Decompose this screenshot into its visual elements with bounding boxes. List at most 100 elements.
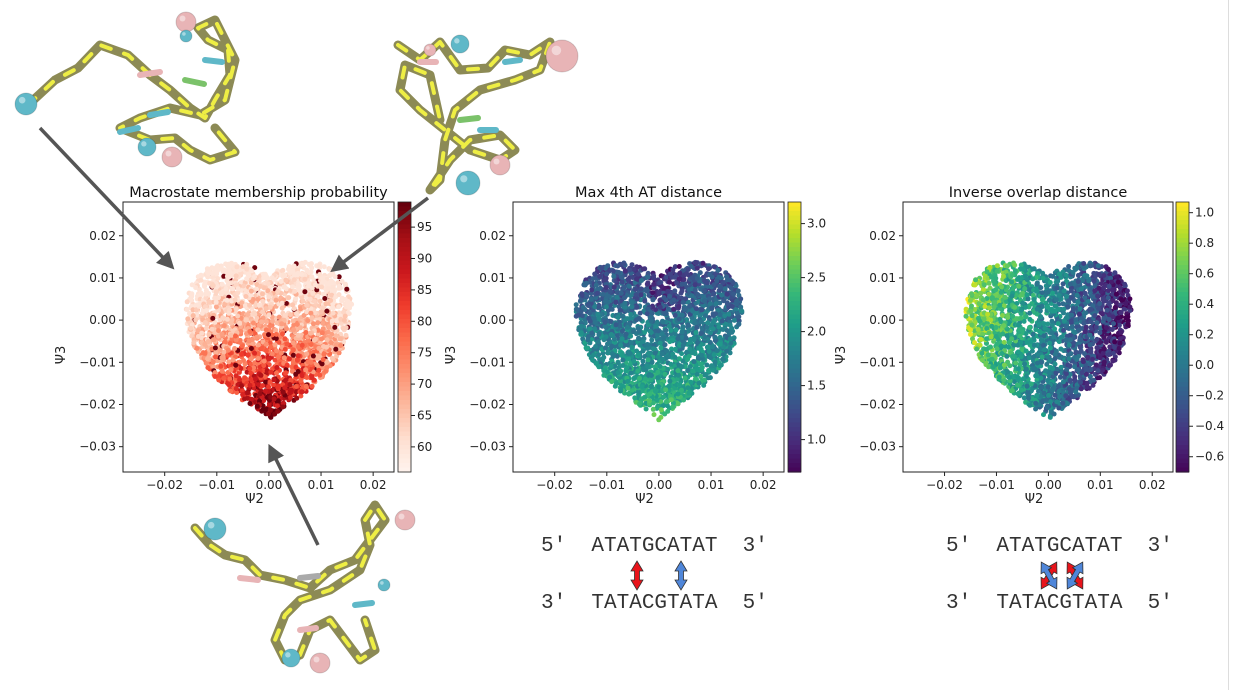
- colorbar-tick-label: 95: [417, 220, 432, 234]
- ion-sphere: [175, 11, 197, 33]
- page-edge: [1228, 0, 1229, 690]
- x-tick-label: 0.02: [360, 478, 387, 492]
- molecule-top-right: [393, 34, 579, 196]
- base-stick: [182, 77, 207, 87]
- ion-sphere: [161, 146, 183, 168]
- chart-title: Inverse overlap distance: [949, 185, 1128, 201]
- colorbar: 1.0 1.5 2.0 2.5 3.0: [787, 201, 826, 473]
- colorbar-tick-label: −0.2: [1195, 389, 1224, 403]
- y-tick-label: 0.01: [479, 271, 506, 285]
- sphere-glint: [141, 141, 147, 147]
- colorbar-tick-label: 65: [417, 408, 432, 422]
- plot-frame: [902, 201, 1174, 473]
- colorbar-tick-label: 1.5: [807, 379, 826, 393]
- x-axis-label: Ψ2: [635, 492, 654, 507]
- base-stick: [502, 57, 523, 65]
- base-stick: [147, 109, 171, 118]
- x-tick-label: 0.02: [1139, 478, 1166, 492]
- colorbar-tick-label: −0.4: [1195, 419, 1224, 433]
- pair-arrow-red: [630, 560, 644, 591]
- sphere-glint: [454, 38, 460, 44]
- y-tick-label: 0.02: [89, 229, 116, 243]
- y-tick-label: −0.02: [79, 398, 116, 412]
- x-tick-label: −0.01: [588, 478, 625, 492]
- backbone-highlight: [26, 18, 237, 162]
- ion-sphere: [489, 154, 511, 176]
- x-axis-label: Ψ2: [245, 492, 264, 507]
- x-tick-label: 0.01: [698, 478, 725, 492]
- chart-title: Max 4th AT distance: [575, 185, 722, 201]
- pointer-arrows: [38, 126, 430, 546]
- colorbar-frame: [397, 201, 412, 473]
- pointer-arrow: [268, 443, 320, 546]
- x-tick-label: 0.01: [1087, 478, 1114, 492]
- y-tick-label: 0.00: [479, 313, 506, 327]
- double-arrow-shape: [1040, 561, 1058, 590]
- pointer-arrow: [330, 196, 430, 273]
- colorbar-tick-label: 70: [417, 377, 432, 391]
- chart-1: Macrostate membership probability −0.02 −0…: [54, 185, 432, 507]
- backbone: [23, 15, 240, 165]
- x-tick-label: 0.00: [1035, 478, 1062, 492]
- y-axis-label: Ψ3: [54, 346, 69, 365]
- x-tick-label: −0.01: [978, 478, 1015, 492]
- x-tick-label: 0.00: [646, 478, 673, 492]
- base-stick: [117, 125, 141, 135]
- colorbar-tick-label: 1.0: [1195, 206, 1214, 220]
- x-tick-label: −0.02: [926, 478, 963, 492]
- x-tick-label: 0.02: [750, 478, 777, 492]
- y-tick-label: −0.03: [469, 440, 506, 454]
- colorbar-tick-label: 1.0: [807, 433, 826, 447]
- ion-sphere: [137, 137, 157, 157]
- y-tick-label: −0.01: [79, 355, 116, 369]
- plot-frame: [122, 201, 395, 473]
- base-stick: [352, 600, 375, 608]
- sphere-glint: [165, 150, 172, 157]
- ion-sphere: [450, 34, 470, 54]
- plot-frame: [512, 201, 785, 473]
- sphere-glint: [493, 158, 500, 165]
- x-tick-label: 0.01: [308, 478, 335, 492]
- dna-top-strand: 5′ ATATGCATAT 3′: [946, 535, 1173, 558]
- colorbar-tick-label: 60: [417, 440, 432, 454]
- colorbar-tick-label: 85: [417, 283, 432, 297]
- ion-sphere: [14, 92, 38, 116]
- scatter-points: [963, 260, 1134, 420]
- base-stick: [457, 115, 481, 123]
- sphere-glint: [285, 652, 291, 658]
- x-tick-label: −0.01: [198, 478, 235, 492]
- colorbar-tick-label: −0.6: [1195, 450, 1224, 464]
- colorbar-frame: [1175, 201, 1190, 473]
- colorbar-tick-label: 0.0: [1195, 358, 1214, 372]
- backbone-highlight: [396, 40, 552, 192]
- y-tick-label: 0.01: [869, 271, 896, 285]
- sphere-glint: [380, 581, 384, 585]
- ion-sphere: [423, 43, 437, 57]
- backbone-highlight: [193, 503, 387, 662]
- base-stick: [297, 625, 319, 633]
- base-stick: [297, 573, 321, 581]
- sphere-glint: [398, 513, 405, 520]
- x-tick-label: 0.00: [256, 478, 283, 492]
- y-tick-label: 0.00: [869, 313, 896, 327]
- y-axis-label: Ψ3: [444, 346, 459, 365]
- dna-top-strand: 5′ ATATGCATAT 3′: [541, 535, 768, 558]
- y-tick-label: −0.03: [79, 440, 116, 454]
- ion-sphere: [455, 170, 481, 196]
- sphere-glint: [18, 96, 26, 104]
- y-tick-label: 0.02: [869, 229, 896, 243]
- colorbar-tick-label: 0.6: [1195, 267, 1214, 281]
- y-tick-label: 0.01: [89, 271, 116, 285]
- cross-arrow-blue: [1040, 561, 1058, 590]
- sphere-glint: [426, 46, 430, 50]
- colorbar-tick-label: 0.4: [1195, 297, 1214, 311]
- ion-sphere: [377, 578, 391, 592]
- chart-3: Inverse overlap distance −0.02 −0.01 0.00 0.…: [834, 185, 1224, 507]
- pair-arrow-blue: [674, 560, 688, 591]
- y-tick-label: −0.02: [469, 398, 506, 412]
- ion-sphere: [179, 29, 193, 43]
- ion-sphere: [281, 648, 301, 668]
- double-arrow-shape: [1066, 561, 1084, 590]
- colorbar-tick-label: 3.0: [807, 217, 826, 231]
